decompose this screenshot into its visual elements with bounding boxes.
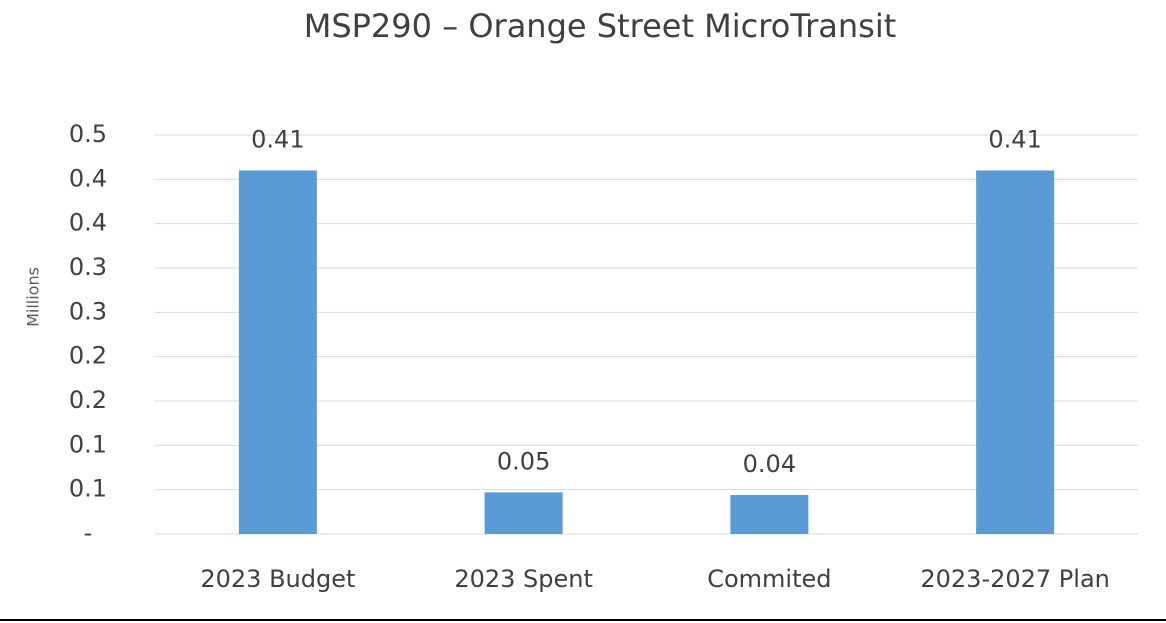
y-tick-label: 0.2 xyxy=(69,342,107,370)
bar xyxy=(238,170,317,534)
x-tick-label: 2023 Spent xyxy=(454,565,593,593)
y-tick-label: 0.4 xyxy=(69,164,107,192)
data-label: 0.05 xyxy=(497,447,550,475)
y-axis-label: Millions xyxy=(24,267,43,327)
y-tick-label: 0.2 xyxy=(69,386,107,414)
y-tick-label: 0.5 xyxy=(69,120,107,148)
y-tick-label: - xyxy=(84,519,93,547)
data-label: 0.04 xyxy=(743,450,796,478)
y-tick-label: 0.3 xyxy=(69,253,107,281)
bar xyxy=(730,494,809,534)
bar xyxy=(976,170,1055,534)
x-tick-label: 2023-2027 Plan xyxy=(920,565,1110,593)
data-label: 0.41 xyxy=(988,125,1041,153)
bar xyxy=(484,492,563,534)
chart-title: MSP290 – Orange Street MicroTransit xyxy=(304,7,897,45)
y-tick-label: 0.3 xyxy=(69,297,107,325)
y-tick-label: 0.1 xyxy=(69,475,107,503)
x-tick-label: 2023 Budget xyxy=(200,565,355,593)
data-label: 0.41 xyxy=(251,125,304,153)
y-tick-label: 0.1 xyxy=(69,430,107,458)
x-tick-label: Commited xyxy=(707,565,831,593)
y-tick-label: 0.4 xyxy=(69,209,107,237)
